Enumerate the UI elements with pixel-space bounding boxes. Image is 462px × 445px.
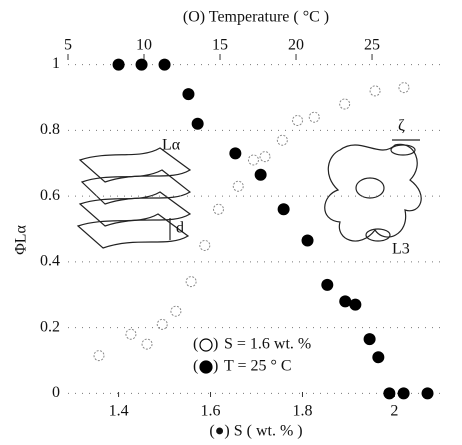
point [397,387,410,400]
x2-tick-label: 5 [64,37,72,54]
point [135,58,148,71]
point [292,114,304,126]
legend-marker [199,338,213,352]
legend-paren: ) [213,358,218,375]
lamellar-illustration [76,147,192,249]
y-tick-label: 0.2 [40,318,60,335]
point [372,351,385,364]
point [232,180,244,192]
legend-paren: ( [193,336,198,353]
legend-paren: ) [213,336,218,353]
point [277,203,290,216]
annotation: Lα [162,137,181,154]
legend-label: S = 1.6 wt. % [224,336,311,353]
x-tick-label: 1.4 [109,403,129,420]
point [156,318,168,330]
legend-marker [199,360,213,374]
point [141,338,153,350]
point [158,58,171,71]
y-axis-label: ΦLα [13,224,30,254]
point [112,58,125,71]
x2-tick-label: 15 [212,37,228,54]
x-tick-label: 1.6 [201,403,221,420]
point [339,98,351,110]
x2-tick-label: 25 [364,37,380,54]
x-axis-label: (●) S ( wt. % ) [209,423,302,440]
annotation: L3 [392,241,410,258]
y-tick-label: 0.8 [40,121,60,138]
legend-paren: ( [193,358,198,375]
point [254,168,267,181]
point [170,305,182,317]
point [229,147,242,160]
point [259,151,271,163]
point [369,85,381,97]
point [321,278,334,291]
point [308,111,320,123]
point [383,387,396,400]
legend-label: T = 25 ° C [224,358,292,375]
point [349,298,362,311]
x2-tick-label: 10 [136,37,152,54]
y-tick-label: 0.6 [40,187,60,204]
annotation: d [176,220,184,237]
y-tick-label: 0.4 [40,253,60,270]
x2-axis-label: (O) Temperature ( °C ) [183,9,329,26]
point [185,276,197,288]
point [276,134,288,146]
point [398,82,410,94]
y-tick-label: 1 [52,55,60,72]
point [247,154,259,166]
point [93,350,105,362]
y-tick-label: 0 [52,384,60,401]
x-tick-label: 1.8 [292,403,312,420]
point [212,203,224,215]
point [182,88,195,101]
point [301,234,314,247]
annotation: ζ [398,118,405,135]
x-tick-label: 2 [390,403,398,420]
point [339,295,352,308]
sponge-illustration [324,139,422,242]
point [363,333,376,346]
point [191,117,204,130]
point [125,328,137,340]
point [199,239,211,251]
point [421,387,434,400]
x2-tick-label: 20 [288,37,304,54]
